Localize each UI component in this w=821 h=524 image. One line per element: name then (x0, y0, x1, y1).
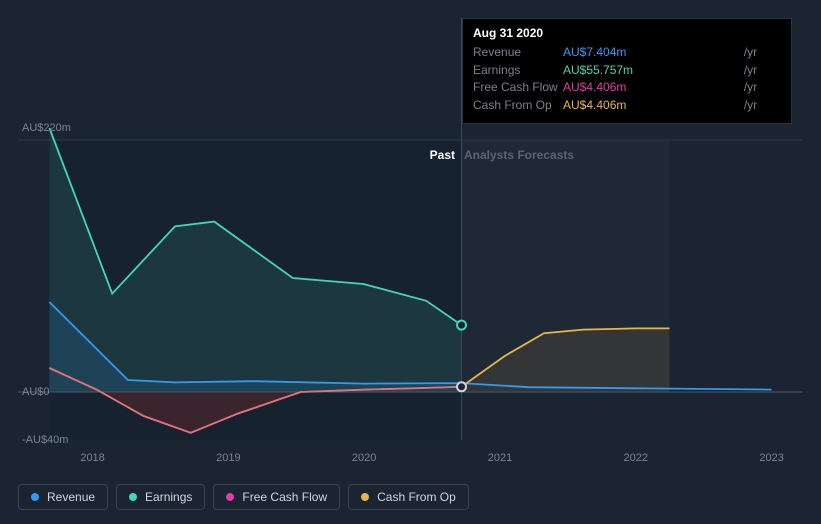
legend-label: Earnings (145, 490, 192, 504)
x-tick: 2019 (216, 452, 240, 464)
tooltip-date: Aug 31 2020 (473, 25, 781, 42)
legend-dot (361, 493, 369, 501)
legend-toggle-fcf[interactable]: Free Cash Flow (213, 484, 340, 510)
tooltip-row: RevenueAU$7.404m/yr (473, 44, 781, 62)
legend-label: Cash From Op (377, 490, 456, 504)
chart-tooltip: Aug 31 2020 RevenueAU$7.404m/yrEarningsA… (462, 18, 792, 124)
legend-toggle-cfo[interactable]: Cash From Op (348, 484, 469, 510)
chart-legend: Revenue Earnings Free Cash Flow Cash From O… (18, 484, 469, 510)
y-tick: AU$0 (22, 386, 50, 398)
legend-label: Free Cash Flow (242, 490, 327, 504)
x-tick: 2022 (624, 452, 648, 464)
x-tick: 2018 (80, 452, 104, 464)
y-tick: AU$220m (22, 122, 71, 134)
legend-dot (226, 493, 234, 501)
legend-toggle-earnings[interactable]: Earnings (116, 484, 205, 510)
legend-toggle-revenue[interactable]: Revenue (18, 484, 108, 510)
y-tick: -AU$40m (22, 434, 68, 446)
tooltip-row: Cash From OpAU$4.406m/yr (473, 97, 781, 115)
tooltip-row: EarningsAU$55.757m/yr (473, 62, 781, 80)
legend-dot (129, 493, 137, 501)
tooltip-row: Free Cash FlowAU$4.406m/yr (473, 79, 781, 97)
legend-dot (31, 493, 39, 501)
legend-label: Revenue (47, 490, 95, 504)
x-tick: 2020 (352, 452, 376, 464)
x-tick: 2021 (488, 452, 512, 464)
x-tick: 2023 (759, 452, 783, 464)
